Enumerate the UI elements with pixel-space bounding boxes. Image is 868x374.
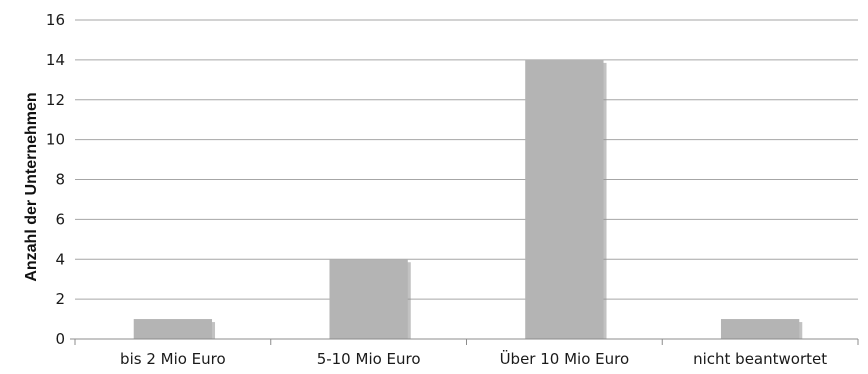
- bar: [525, 59, 604, 339]
- category-labels: bis 2 Mio Euro 5-10 Mio Euro Über 10 Mio E…: [120, 349, 827, 368]
- x-axis: [70, 338, 859, 345]
- y-tick-label: 2: [55, 290, 65, 308]
- y-tick-labels: 0 2 4 6 8 10 12 14 16: [46, 11, 65, 348]
- category-label: 5-10 Mio Euro: [317, 350, 421, 368]
- bar: [133, 319, 213, 339]
- bar: [720, 319, 800, 339]
- y-tick-label: 16: [46, 11, 65, 29]
- y-tick-label: 8: [55, 171, 65, 189]
- category-label: nicht beantwortet: [693, 350, 827, 368]
- y-tick-label: 14: [46, 51, 65, 69]
- y-tick-label: 4: [55, 250, 65, 268]
- gridlines: [75, 19, 858, 300]
- bars: [133, 59, 803, 339]
- y-axis-title: Anzahl der Unternehmen: [23, 92, 40, 281]
- bar: [329, 259, 408, 339]
- category-label: Über 10 Mio Euro: [500, 349, 630, 368]
- y-tick-label: 6: [55, 210, 65, 228]
- y-tick-label: 10: [46, 131, 65, 149]
- category-label: bis 2 Mio Euro: [120, 350, 226, 368]
- y-tick-label: 0: [55, 330, 65, 348]
- y-tick-label: 12: [46, 91, 65, 109]
